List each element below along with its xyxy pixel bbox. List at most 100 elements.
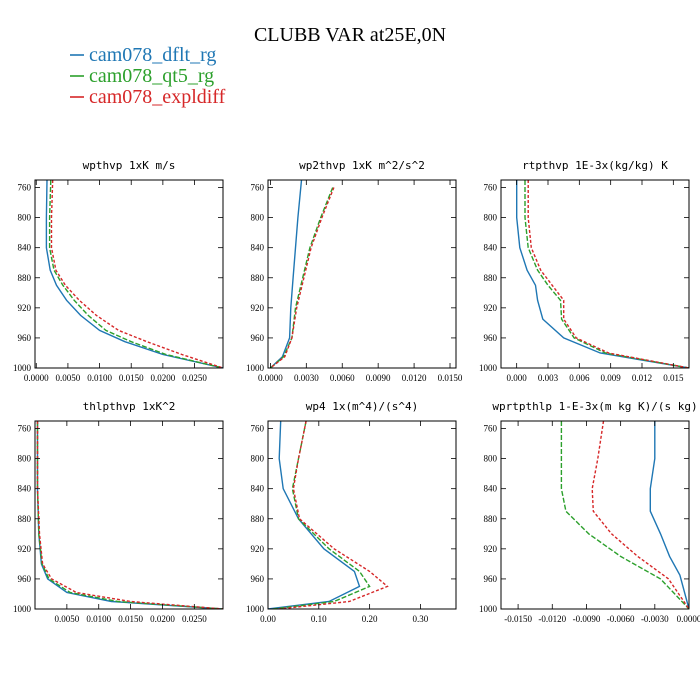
x-tick-label: 0.0150: [119, 373, 144, 383]
panel-frame: [34, 420, 224, 610]
series-line-1: [649, 421, 689, 609]
series-line-2: [273, 421, 371, 609]
y-tick-label: 1000: [246, 604, 265, 614]
panel-2: wp2thvp 1xK m^2/s^2 760 800 840 880 920 960 100…: [246, 159, 463, 383]
y-tick-label: 800: [484, 454, 498, 464]
y-tick-label: 920: [18, 303, 32, 313]
x-tick-label: -0.0090: [573, 614, 601, 624]
y-tick-label: 760: [484, 424, 498, 434]
series-line-1: [269, 180, 303, 368]
y-tick-label: 960: [18, 333, 32, 343]
y-tick-label: 1000: [479, 363, 498, 373]
x-tick-label: 0.0000: [677, 614, 700, 624]
x-tick-label: 0.0120: [402, 373, 427, 383]
legend-label-dflt: cam078_dflt_rg: [89, 44, 216, 66]
x-tick-label: 0.0000: [258, 373, 283, 383]
y-tick-label: 960: [18, 574, 32, 584]
series-line-3: [278, 421, 389, 609]
y-tick-label: 840: [251, 243, 265, 253]
y-tick-label: 880: [18, 273, 32, 283]
x-tick-label: 0.0200: [150, 614, 175, 624]
panel-grid: wpthvp 1xK m/s76080084088092096010000.00…: [13, 159, 700, 624]
y-tick-label: 800: [484, 213, 498, 223]
legend: cam078_dflt_rg cam078_qt5_rg cam078_expl…: [70, 44, 226, 108]
series-line-2: [36, 421, 223, 609]
y-tick-label: 760: [251, 183, 265, 193]
series-line-2: [269, 187, 334, 368]
y-tick-label: 880: [484, 273, 498, 283]
y-tick-label: 920: [484, 544, 498, 554]
x-tick-label: 0.003: [538, 373, 559, 383]
figure-title: CLUBB VAR at25E,0N: [254, 24, 446, 46]
y-tick-label: 800: [18, 213, 32, 223]
y-tick-label: 920: [251, 544, 265, 554]
x-tick-label: 0.00: [260, 614, 276, 624]
y-tick-label: 1000: [13, 604, 32, 614]
x-tick-label: 0.000: [507, 373, 528, 383]
y-tick-label: 840: [251, 484, 265, 494]
x-tick-label: 0.0150: [438, 373, 463, 383]
y-tick-label: 800: [251, 454, 265, 464]
x-tick-label: 0.0100: [86, 614, 111, 624]
series-line-3: [269, 187, 335, 368]
y-tick-label: 880: [484, 514, 498, 524]
x-tick-label: 0.0000: [24, 373, 49, 383]
series-line-1: [36, 421, 223, 609]
y-tick-label: 760: [251, 424, 265, 434]
x-tick-label: 0.015: [663, 373, 684, 383]
y-tick-label: 920: [251, 303, 265, 313]
y-tick-label: 1000: [246, 363, 265, 373]
panel-3: rtpthvp 1E-3x(kg/kg) K 760 800 840 880 920 960…: [479, 159, 690, 383]
panel-5: wp4 1x(m^4)/(s^4) 760 800 840 880 920 960 10000…: [246, 400, 457, 624]
y-tick-label: 760: [484, 183, 498, 193]
panel-1: wpthvp 1xK m/s76080084088092096010000.00…: [13, 159, 224, 383]
x-tick-label: -0.0120: [538, 614, 566, 624]
x-tick-label: 0.0060: [330, 373, 355, 383]
y-tick-label: 1000: [479, 604, 498, 614]
panel-title: wpthvp 1xK m/s: [83, 159, 176, 172]
x-tick-label: 0.0050: [54, 614, 79, 624]
series-line-2: [560, 421, 689, 609]
series-line-1: [45, 180, 223, 368]
x-tick-label: -0.0030: [641, 614, 669, 624]
y-tick-label: 840: [18, 243, 32, 253]
legend-label-qt5: cam078_qt5_rg: [89, 65, 214, 87]
x-tick-label: 0.009: [601, 373, 622, 383]
x-tick-label: 0.006: [569, 373, 590, 383]
series-line-1: [268, 421, 361, 609]
legend-label-expldiff: cam078_expldiff: [89, 86, 226, 108]
y-tick-label: 960: [251, 574, 265, 584]
x-tick-label: 0.0150: [118, 614, 143, 624]
x-tick-label: 0.0050: [56, 373, 81, 383]
x-tick-label: 0.0250: [182, 373, 207, 383]
panel-frame: [34, 179, 224, 369]
x-tick-label: 0.0030: [294, 373, 319, 383]
series-line-2: [48, 180, 223, 368]
x-tick-label: 0.0090: [366, 373, 391, 383]
y-tick-label: 840: [484, 484, 498, 494]
y-tick-label: 840: [484, 243, 498, 253]
series-line-2: [524, 180, 689, 368]
panel-title: wprtpthlp 1-E-3x(m kg K)/(s kg): [492, 400, 697, 413]
panel-frame: [267, 179, 457, 369]
panel-frame: [267, 420, 457, 610]
y-tick-label: 800: [18, 454, 32, 464]
y-tick-label: 880: [18, 514, 32, 524]
x-tick-label: 0.0200: [150, 373, 175, 383]
y-tick-label: 840: [18, 484, 32, 494]
x-tick-label: -0.0060: [607, 614, 635, 624]
y-tick-label: 960: [484, 333, 498, 343]
y-tick-label: 960: [251, 333, 265, 343]
y-tick-label: 960: [484, 574, 498, 584]
y-tick-label: 800: [251, 213, 265, 223]
y-tick-label: 760: [18, 183, 32, 193]
panel-title: wp4 1x(m^4)/(s^4): [306, 400, 419, 413]
y-tick-label: 880: [251, 514, 265, 524]
y-tick-label: 760: [18, 424, 32, 434]
x-tick-label: 0.0250: [182, 614, 207, 624]
panel-title: rtpthvp 1E-3x(kg/kg) K: [522, 159, 668, 172]
panel-frame: [500, 420, 690, 610]
y-tick-label: 920: [18, 544, 32, 554]
panel-title: wp2thvp 1xK m^2/s^2: [299, 159, 425, 172]
